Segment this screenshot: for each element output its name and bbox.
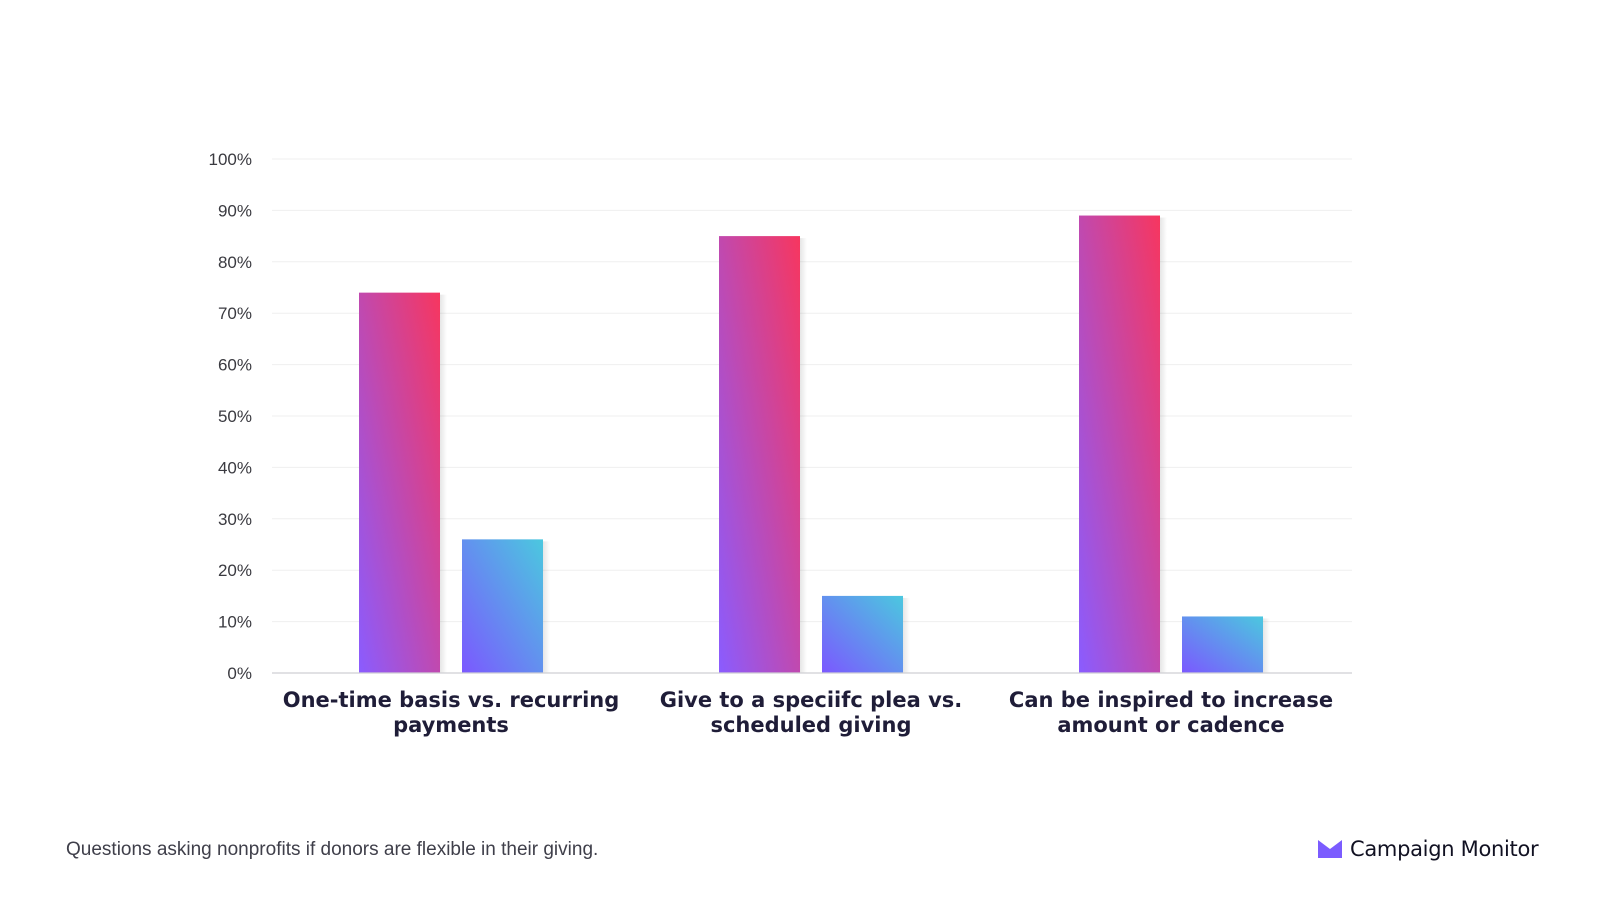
bar-shadow bbox=[903, 597, 910, 673]
category-label-line: payments bbox=[393, 713, 509, 737]
bar-shadow bbox=[543, 541, 550, 673]
category-label: Can be inspired to increase amount or cad… bbox=[1009, 688, 1333, 737]
y-tick-label: 30% bbox=[218, 510, 252, 529]
y-tick-label: 50% bbox=[218, 407, 252, 426]
category-label-line: Give to a speciifc plea vs. bbox=[660, 688, 963, 712]
bar-shadow bbox=[1263, 618, 1270, 673]
y-tick-label: 80% bbox=[218, 253, 252, 272]
secondary-bar bbox=[462, 539, 543, 673]
secondary-bar bbox=[1182, 616, 1263, 673]
category-label-line: Can be inspired to increase bbox=[1009, 688, 1333, 712]
primary-bar bbox=[719, 236, 800, 673]
y-tick-label: 60% bbox=[218, 356, 252, 375]
y-tick-label: 70% bbox=[218, 304, 252, 323]
y-tick-label: 20% bbox=[218, 561, 252, 580]
bar-shadow bbox=[800, 238, 807, 673]
gridlines bbox=[272, 158, 1352, 623]
category-labels: One-time basis vs. recurring payments Give… bbox=[283, 688, 1333, 737]
y-tick-label: 0% bbox=[227, 664, 252, 683]
bar-shadow bbox=[440, 294, 447, 673]
envelope-logo-icon bbox=[1318, 840, 1342, 858]
category-label-line: amount or cadence bbox=[1057, 713, 1284, 737]
y-tick-label: 90% bbox=[218, 201, 252, 220]
primary-bar bbox=[1079, 215, 1160, 674]
secondary-bar bbox=[822, 595, 903, 673]
brand-logo: Campaign Monitor bbox=[1318, 837, 1539, 861]
brand-name: Campaign Monitor bbox=[1350, 837, 1539, 861]
category-label: One-time basis vs. recurring payments bbox=[283, 688, 620, 737]
y-tick-label: 100% bbox=[209, 150, 252, 169]
y-tick-label: 40% bbox=[218, 458, 252, 477]
bar-shadow bbox=[1160, 217, 1167, 674]
category-label: Give to a speciifc plea vs. scheduled giv… bbox=[660, 688, 963, 737]
bars bbox=[359, 215, 1270, 674]
category-label-line: scheduled giving bbox=[710, 713, 911, 737]
chart-caption: Questions asking nonprofits if donors ar… bbox=[66, 839, 599, 860]
y-tick-label: 10% bbox=[218, 613, 252, 632]
primary-bar bbox=[359, 292, 440, 673]
y-axis-ticks: 0% 10% 20% 30% 40% 50% 60% 70% 80% 90% 100% bbox=[209, 150, 252, 683]
category-label-line: One-time basis vs. recurring bbox=[283, 688, 620, 712]
